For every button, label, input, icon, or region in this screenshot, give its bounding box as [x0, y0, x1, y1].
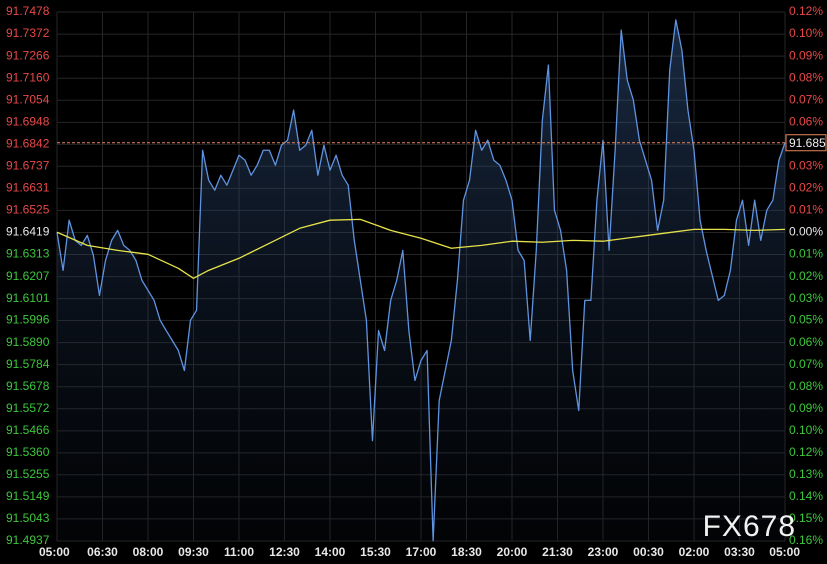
average-line	[56, 218, 786, 279]
x-tick-label: 00:30	[633, 545, 664, 559]
y2-tick-label: 0.03%	[789, 158, 823, 172]
y2-tick-label: 0.01%	[789, 247, 823, 261]
y2-tick-label: 0.13%	[789, 467, 823, 481]
last-price-box	[785, 134, 827, 152]
y-tick-label: 91.5360	[6, 445, 50, 459]
y-tick-label: 91.5255	[6, 467, 50, 481]
y2-tick-label: 0.09%	[789, 48, 823, 62]
y-tick-label: 91.6101	[6, 291, 50, 305]
x-tick-label: 05:00	[39, 545, 70, 559]
x-tick-label: 23:00	[588, 545, 619, 559]
y-tick-label: 91.7160	[6, 70, 50, 84]
y-tick-label: 91.7054	[6, 92, 50, 106]
x-tick-label: 06:30	[87, 545, 118, 559]
x-tick-label: 18:30	[451, 545, 482, 559]
last-price-label: 91.685	[789, 136, 826, 150]
y2-tick-label: 0.03%	[789, 291, 823, 305]
x-tick-label: 14:00	[315, 545, 346, 559]
x-tick-label: 03:30	[724, 545, 755, 559]
y-tick-label: 91.6525	[6, 203, 50, 217]
y-tick-label: 91.6842	[6, 137, 50, 151]
y-tick-label: 91.5784	[6, 357, 50, 371]
y-tick-label: 91.5890	[6, 335, 50, 349]
y2-tick-label: 0.12%	[789, 445, 823, 459]
x-tick-label: 17:00	[406, 545, 437, 559]
y-tick-label: 91.6631	[6, 181, 50, 195]
x-tick-label: 09:30	[178, 545, 209, 559]
y2-tick-label: 0.02%	[789, 269, 823, 283]
x-tick-label: 21:30	[542, 545, 573, 559]
y2-tick-label: 0.00%	[789, 225, 823, 239]
y2-tick-label: 0.10%	[789, 26, 823, 40]
x-tick-label: 11:00	[224, 545, 254, 559]
y-tick-label: 91.6207	[6, 269, 50, 283]
y-tick-label: 91.7478	[6, 4, 50, 18]
y2-tick-label: 0.07%	[789, 357, 823, 371]
y-tick-label: 91.5043	[6, 511, 50, 525]
y2-tick-label: 0.16%	[789, 533, 823, 547]
x-tick-label: 12:30	[269, 545, 300, 559]
y2-tick-label: 0.07%	[789, 92, 823, 106]
y2-tick-label: 0.01%	[789, 203, 823, 217]
y2-tick-label: 0.08%	[789, 379, 823, 393]
y2-tick-label: 0.14%	[789, 489, 823, 503]
y-tick-label: 91.6419	[6, 225, 50, 239]
y-tick-label: 91.5678	[6, 379, 50, 393]
y-tick-label: 91.6313	[6, 247, 50, 261]
y2-tick-label: 0.05%	[789, 313, 823, 327]
y2-tick-label: 0.12%	[789, 4, 823, 18]
x-tick-label: 05:00	[769, 545, 800, 559]
y2-tick-label: 0.15%	[789, 511, 823, 525]
y-tick-label: 91.7266	[6, 48, 50, 62]
y-tick-label: 91.7372	[6, 26, 50, 40]
y2-tick-label: 0.09%	[789, 401, 823, 415]
x-tick-label: 02:00	[679, 545, 710, 559]
y-tick-label: 91.5466	[6, 423, 50, 437]
watermark: FX678	[703, 510, 796, 543]
y2-tick-label: 0.02%	[789, 181, 823, 195]
y2-tick-label: 0.10%	[789, 423, 823, 437]
y-tick-label: 91.5149	[6, 489, 50, 503]
y-tick-label: 91.4937	[6, 533, 50, 547]
y2-tick-label: 0.08%	[789, 70, 823, 84]
axis-labels: 91.7478 91.7372 91.7266 91.7160 91.7054 91.69…	[6, 4, 827, 559]
x-tick-label: 08:00	[133, 545, 164, 559]
y2-tick-label: 0.06%	[789, 335, 823, 349]
plot-area	[56, 19, 786, 542]
y-tick-label: 91.5572	[6, 401, 50, 415]
x-tick-label: 15:30	[360, 545, 391, 559]
price-line	[56, 19, 786, 542]
y-tick-label: 91.5996	[6, 313, 50, 327]
y2-tick-label: 0.06%	[789, 115, 823, 129]
y-tick-label: 91.6948	[6, 115, 50, 129]
y-tick-label: 91.6737	[6, 158, 50, 172]
x-tick-label: 20:00	[497, 545, 528, 559]
